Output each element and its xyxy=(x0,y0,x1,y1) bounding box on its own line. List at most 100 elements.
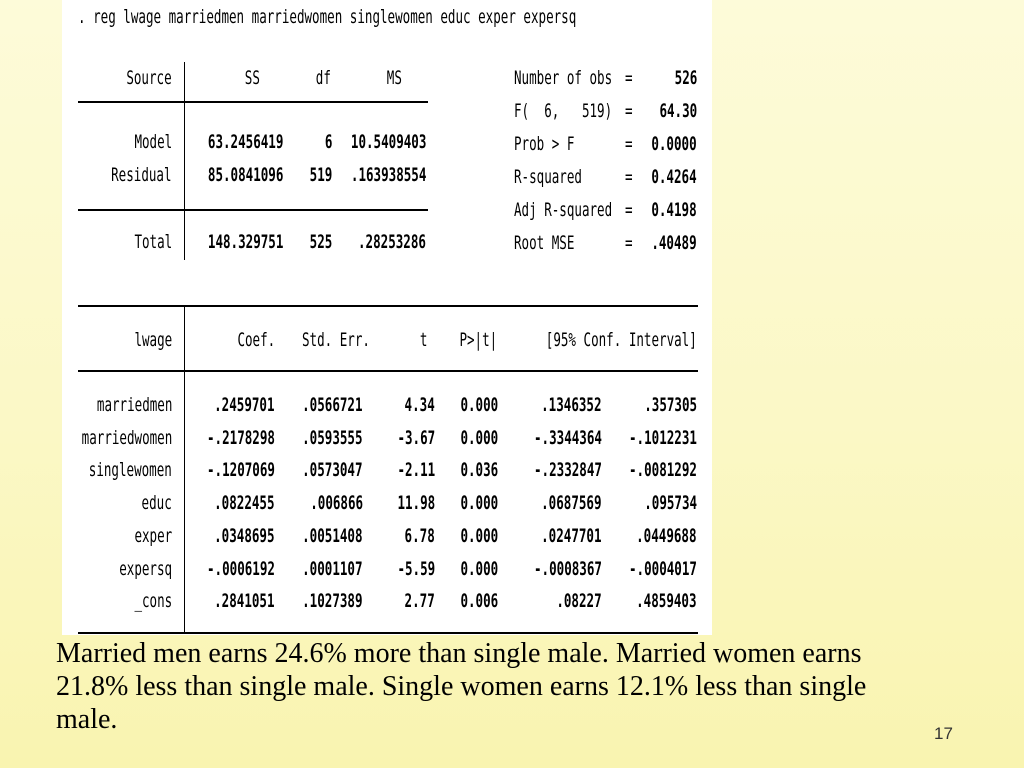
anova-header-ms: MS xyxy=(386,67,402,89)
stat-value: .40489 xyxy=(651,232,697,254)
coef-ci-low: .0687569 xyxy=(541,492,602,515)
anova-ss: 85.0841096 xyxy=(207,164,283,186)
anova-df: 519 xyxy=(309,164,332,186)
coef-ci-high: -.0004017 xyxy=(629,557,697,580)
coef-vertical-rule xyxy=(184,307,185,633)
coef-t-stat: 6.78 xyxy=(404,524,435,547)
stat-label: Root MSE xyxy=(514,232,575,254)
coef-t-stat: 2.77 xyxy=(404,590,435,613)
coef-var-name: marriedwomen xyxy=(81,426,172,449)
coef-t-stat: 4.34 xyxy=(404,394,435,416)
stat-label: Number of obs xyxy=(514,67,613,89)
coef-divider-header xyxy=(78,370,698,372)
anova-ms: .163938554 xyxy=(350,164,426,186)
anova-vertical-rule xyxy=(184,62,185,260)
anova-source: Residual xyxy=(111,164,172,186)
coef-p-value: 0.000 xyxy=(460,492,498,515)
coef-ci-high: .095734 xyxy=(644,492,697,515)
coef-t-stat: -3.67 xyxy=(397,426,435,449)
coef-p-value: 0.000 xyxy=(460,524,498,547)
coef-p-value: 0.000 xyxy=(460,557,498,580)
coef-value: -.1207069 xyxy=(207,459,275,482)
page-number: 17 xyxy=(934,724,953,743)
coef-ci-high: -.0081292 xyxy=(629,459,697,482)
coef-var-name: singlewomen xyxy=(88,459,172,482)
stat-label: Prob > F xyxy=(514,133,575,155)
stat-value: 0.4264 xyxy=(651,166,697,188)
anova-total-df: 525 xyxy=(309,231,332,253)
coef-std-err: .1027389 xyxy=(302,590,363,613)
coef-ci-low: .1346352 xyxy=(541,394,602,416)
coef-var-name: _cons xyxy=(134,590,172,613)
coef-value: .0348695 xyxy=(214,524,275,547)
anova-source: Model xyxy=(134,131,172,153)
stat-value: 64.30 xyxy=(659,100,697,122)
stat-value: 0.0000 xyxy=(651,133,697,155)
anova-ss: 63.2456419 xyxy=(207,131,283,153)
anova-df: 6 xyxy=(324,131,332,153)
coef-header-var: lwage xyxy=(134,329,172,351)
coef-ci-high: .357305 xyxy=(644,394,697,416)
stat-label: R-squared xyxy=(514,166,582,188)
stat-label: F( 6, 519) xyxy=(514,100,613,122)
coef-value: .2459701 xyxy=(214,394,275,416)
coef-p-value: 0.036 xyxy=(460,459,498,482)
coef-std-err: .006866 xyxy=(310,492,363,515)
stat-equals: = xyxy=(625,199,633,221)
interpretation-caption: Married men earns 24.6% more than single… xyxy=(56,638,867,735)
stat-equals: = xyxy=(625,133,633,155)
coef-ci-low: -.2332847 xyxy=(534,459,602,482)
anova-total-ms: .28253286 xyxy=(358,231,426,253)
coef-var-name: exper xyxy=(134,524,172,547)
stat-equals: = xyxy=(625,100,633,122)
stat-equals: = xyxy=(625,67,633,89)
coef-divider-bottom xyxy=(78,632,698,634)
coef-value: -.0006192 xyxy=(207,557,275,580)
coef-t-stat: 11.98 xyxy=(397,492,435,515)
stat-equals: = xyxy=(625,232,633,254)
coef-header-se: Std. Err. xyxy=(302,329,370,351)
coef-ci-low: -.3344364 xyxy=(534,426,602,449)
coef-var-name: educ xyxy=(141,492,172,515)
coef-value: .2841051 xyxy=(214,590,275,613)
coef-value: -.2178298 xyxy=(207,426,275,449)
coef-t-stat: -2.11 xyxy=(397,459,435,482)
anova-header-ss: SS xyxy=(244,67,260,89)
coef-std-err: .0566721 xyxy=(302,394,363,416)
anova-ms: 10.5409403 xyxy=(350,131,426,153)
anova-header-source: Source xyxy=(126,67,172,89)
coef-var-name: expersq xyxy=(119,557,172,580)
anova-total-source: Total xyxy=(134,231,172,253)
anova-total-ss: 148.329751 xyxy=(207,231,283,253)
coef-p-value: 0.000 xyxy=(460,426,498,449)
coef-header-coef: Coef. xyxy=(237,329,275,351)
stat-value: 526 xyxy=(674,67,697,89)
coef-std-err: .0593555 xyxy=(302,426,363,449)
anova-header-df: df xyxy=(315,67,331,89)
coef-std-err: .0001107 xyxy=(302,557,363,580)
coef-ci-high: .4859403 xyxy=(636,590,697,613)
stat-value: 0.4198 xyxy=(651,199,697,221)
coef-ci-low: .08227 xyxy=(556,590,602,613)
coef-value: .0822455 xyxy=(214,492,275,515)
coef-ci-high: .0449688 xyxy=(636,524,697,547)
stata-command: . reg lwage marriedmen marriedwomen sing… xyxy=(78,6,577,28)
coef-t-stat: -5.59 xyxy=(397,557,435,580)
coef-ci-high: -.1012231 xyxy=(629,426,697,449)
stat-equals: = xyxy=(625,166,633,188)
coef-ci-low: -.0008367 xyxy=(534,557,602,580)
coef-p-value: 0.006 xyxy=(460,590,498,613)
coef-p-value: 0.000 xyxy=(460,394,498,416)
coef-header-p: P>|t| xyxy=(459,329,497,351)
coef-std-err: .0051408 xyxy=(302,524,363,547)
coef-divider-top xyxy=(78,305,698,307)
coef-std-err: .0573047 xyxy=(302,459,363,482)
stata-output-panel xyxy=(62,0,712,635)
anova-divider-top xyxy=(78,101,428,103)
coef-header-t: t xyxy=(419,329,427,351)
stat-label: Adj R-squared xyxy=(514,199,613,221)
anova-divider-mid xyxy=(78,209,428,211)
coef-header-ci: [95% Conf. Interval] xyxy=(546,329,697,351)
coef-var-name: marriedmen xyxy=(96,394,172,416)
coef-ci-low: .0247701 xyxy=(541,524,602,547)
